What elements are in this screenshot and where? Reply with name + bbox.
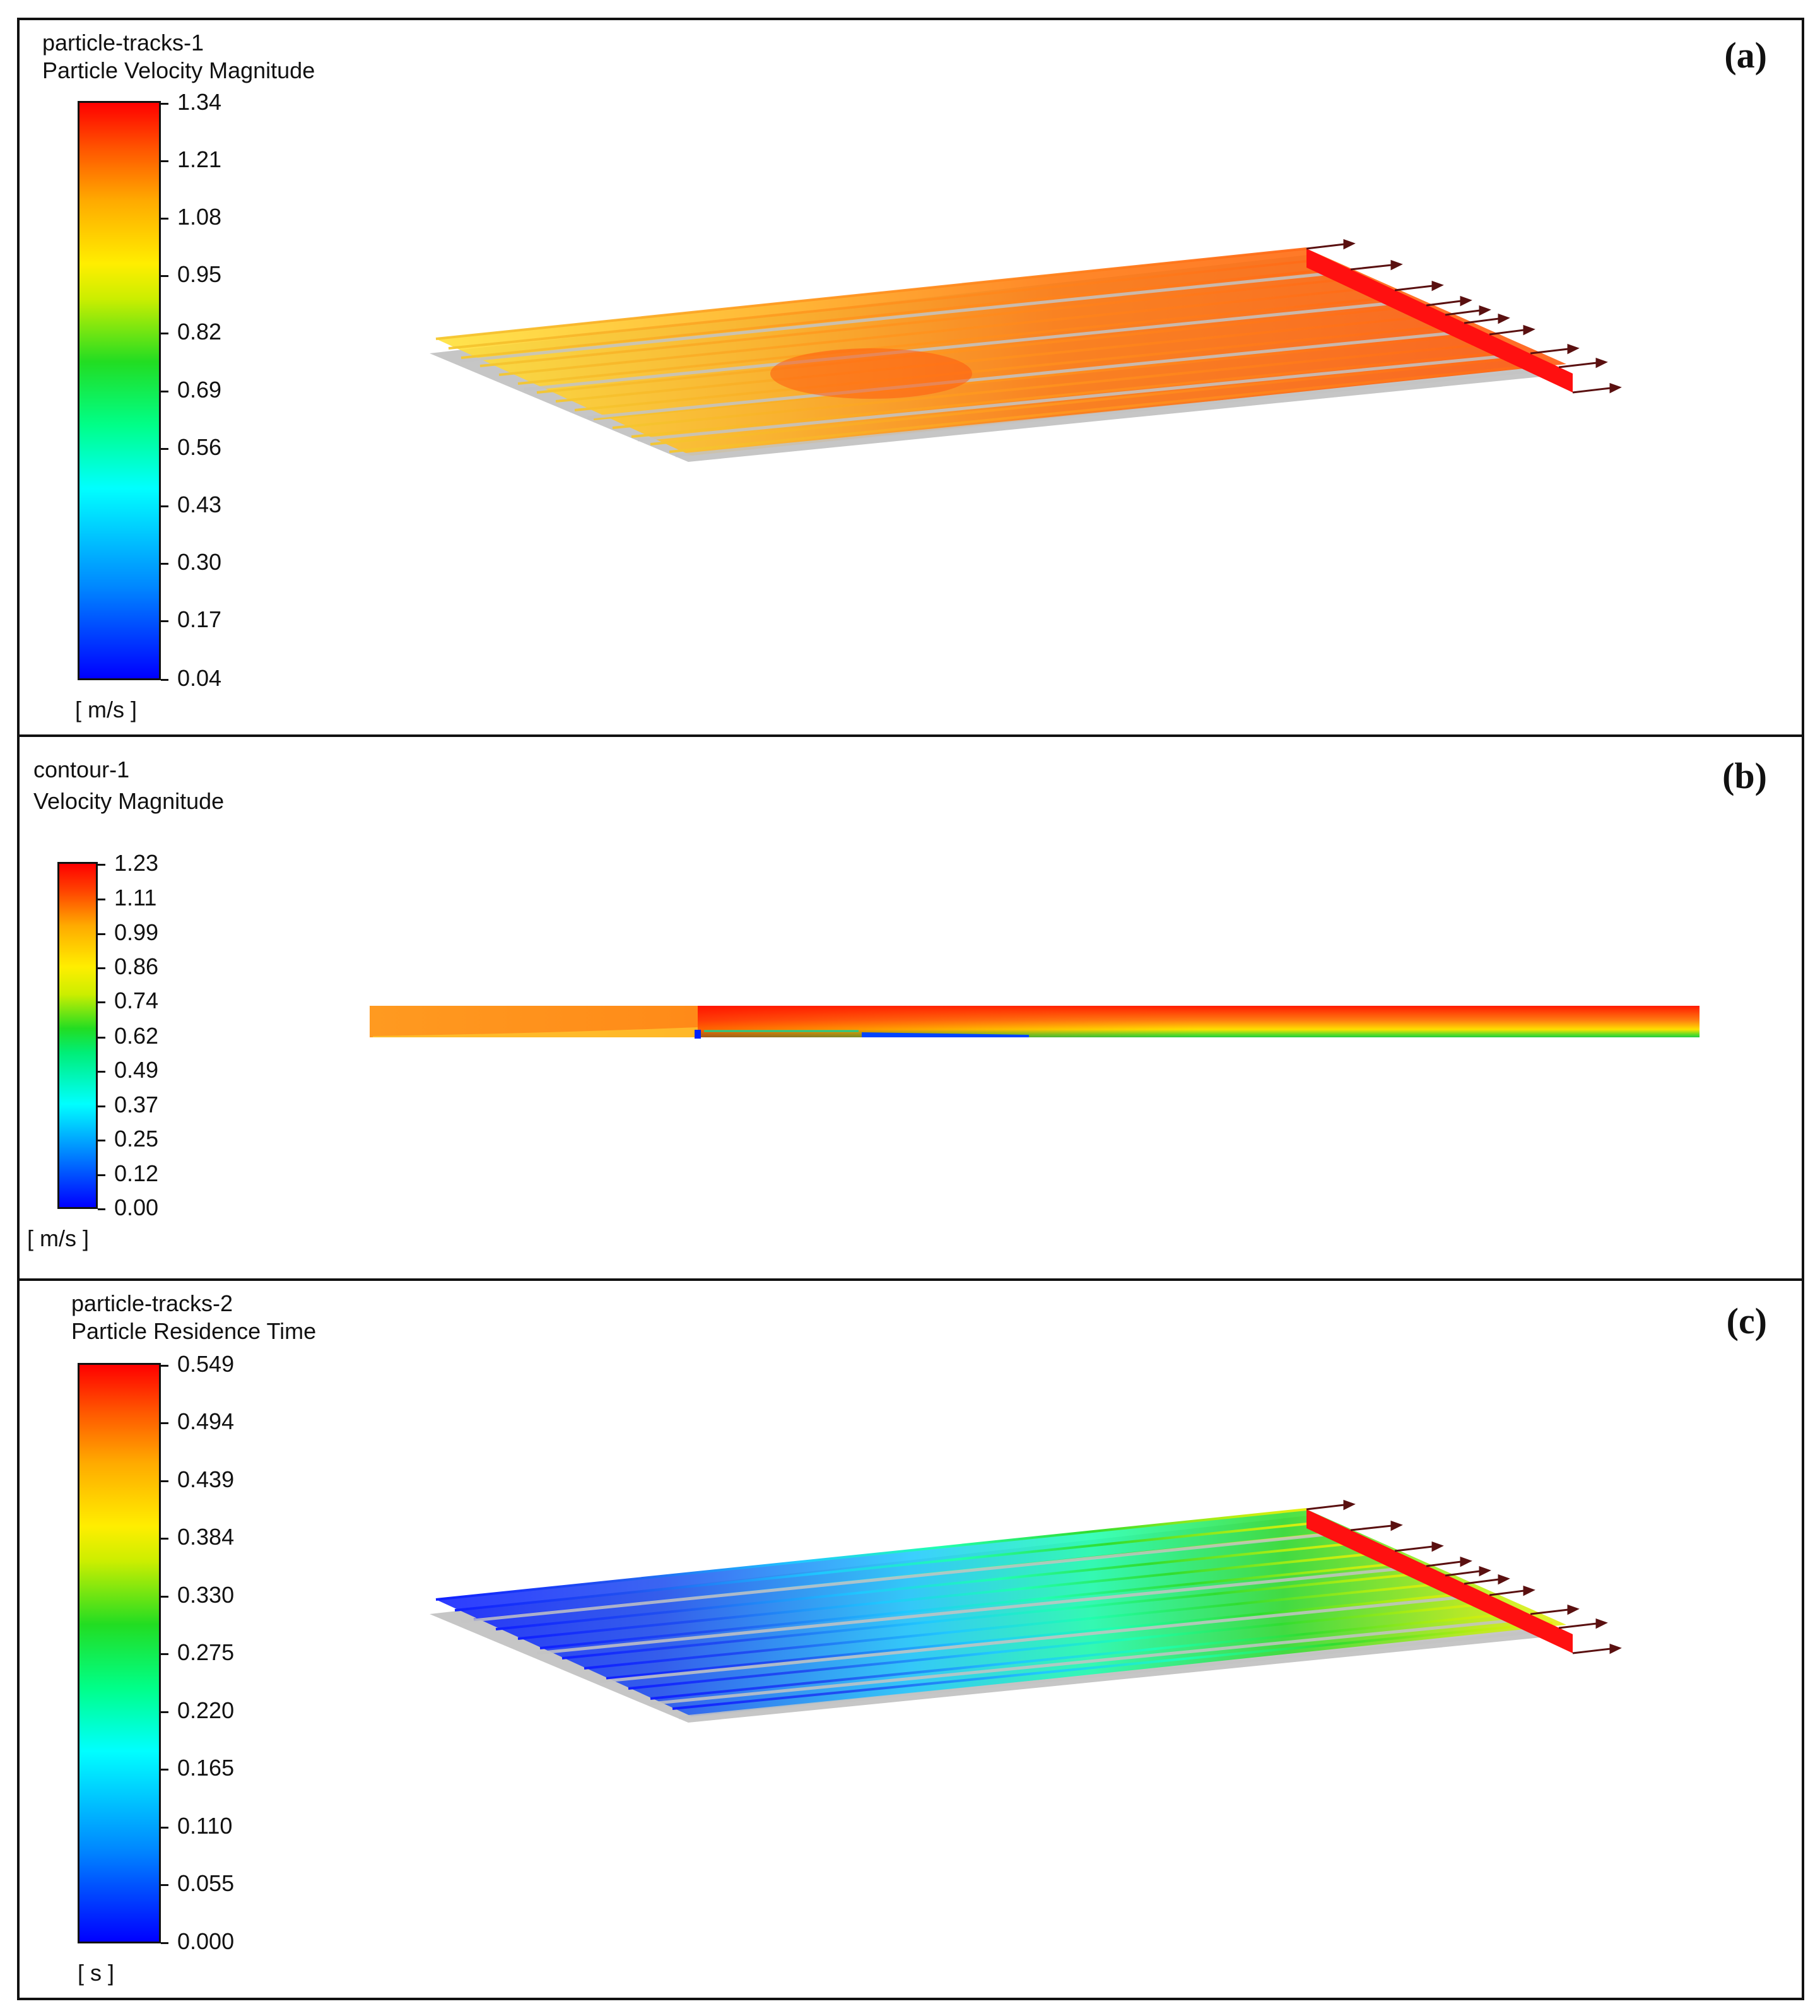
panel-b: contour-1 Velocity Magnitude (b) 1.23 1.… bbox=[17, 734, 1804, 1281]
panel-a-tick: 0.56 bbox=[161, 434, 221, 461]
panel-b-tick: 0.37 bbox=[98, 1092, 158, 1118]
panel-a-grey-track-lines bbox=[461, 271, 1559, 457]
panel-a-tick: 1.08 bbox=[161, 204, 221, 230]
panel-b-object-name: contour-1 bbox=[33, 757, 130, 782]
panel-c-tick: 0.110 bbox=[161, 1813, 232, 1839]
panel-b-tick: 0.49 bbox=[98, 1057, 158, 1083]
panel-b-low-velocity-zone bbox=[862, 1032, 1029, 1037]
panel-c-tick: 0.000 bbox=[161, 1928, 234, 1955]
panel-b-tick: 0.62 bbox=[98, 1023, 158, 1049]
panel-a-particle-tracks-scene bbox=[430, 239, 1622, 462]
panel-a-fast-region bbox=[770, 348, 972, 399]
panel-a-outlet-arrows bbox=[1306, 239, 1622, 394]
panel-c-tick: 0.275 bbox=[161, 1639, 234, 1666]
panel-b-tick: 1.11 bbox=[98, 885, 156, 911]
panel-a-unit: [ m/s ] bbox=[75, 697, 137, 722]
panel-b-tick: 0.86 bbox=[98, 953, 158, 980]
panel-a-tick: 0.69 bbox=[161, 377, 221, 403]
panel-a-object-name: particle-tracks-1 bbox=[42, 30, 204, 56]
panel-c-track-bundle bbox=[436, 1509, 1566, 1716]
panel-c-outlet-arrows bbox=[1306, 1499, 1622, 1654]
panel-c-tick: 0.055 bbox=[161, 1870, 234, 1897]
panel-c-quantity-name: Particle Residence Time bbox=[71, 1318, 317, 1344]
panel-a-tick: 1.34 bbox=[161, 89, 221, 115]
panel-c-particle-tracks-scene bbox=[430, 1499, 1622, 1723]
panel-b-tick: 0.25 bbox=[98, 1126, 158, 1152]
panel-a-tick: 0.04 bbox=[161, 665, 221, 692]
panel-a-label: (a) bbox=[1724, 35, 1767, 76]
panel-a-tick: 0.17 bbox=[161, 606, 221, 633]
panel-a-track-lines bbox=[435, 247, 1553, 453]
panel-a: particle-tracks-1 Particle Velocity Magn… bbox=[17, 18, 1804, 737]
panel-a-tick: 0.82 bbox=[161, 319, 221, 345]
panel-c-tick: 0.384 bbox=[161, 1524, 234, 1550]
panel-c-tick: 0.220 bbox=[161, 1697, 234, 1724]
panel-c-tick: 0.330 bbox=[161, 1582, 234, 1608]
panel-b-quantity-name: Velocity Magnitude bbox=[33, 788, 225, 814]
panel-a-tick: 1.21 bbox=[161, 146, 221, 173]
panel-b-contour-scene bbox=[370, 1006, 1700, 1039]
panel-b-tick: 1.23 bbox=[98, 850, 158, 876]
panel-c-object-name: particle-tracks-2 bbox=[71, 1290, 233, 1316]
panel-a-tick: 0.43 bbox=[161, 492, 221, 518]
panel-c-unit: [ s ] bbox=[78, 1960, 115, 1986]
panel-b-tick: 0.00 bbox=[98, 1194, 158, 1221]
panel-a-tick: 0.95 bbox=[161, 261, 221, 288]
panel-c-grey-track-lines bbox=[461, 1531, 1563, 1719]
panel-b-label: (b) bbox=[1722, 755, 1767, 796]
panel-b-tick: 0.74 bbox=[98, 987, 158, 1014]
panel-c-colorbar bbox=[78, 1363, 161, 1943]
panel-b-tick: 0.12 bbox=[98, 1160, 158, 1187]
panel-a-quantity-name: Particle Velocity Magnitude bbox=[42, 57, 315, 83]
panel-b-unit: [ m/s ] bbox=[27, 1225, 89, 1251]
panel-a-tick: 0.30 bbox=[161, 549, 221, 575]
panel-a-outlet-face bbox=[1306, 249, 1573, 392]
panel-c-tick: 0.494 bbox=[161, 1408, 234, 1435]
panel-c-outlet-face bbox=[1306, 1509, 1573, 1653]
panel-c-tick: 0.549 bbox=[161, 1351, 234, 1377]
panel-c-label: (c) bbox=[1726, 1300, 1767, 1341]
panel-b-tick: 0.99 bbox=[98, 919, 158, 946]
panel-b-colorbar bbox=[57, 862, 98, 1209]
panel-a-colorbar bbox=[78, 101, 161, 680]
panel-c-tick: 0.165 bbox=[161, 1755, 234, 1781]
panel-c: particle-tracks-2 Particle Residence Tim… bbox=[17, 1278, 1804, 2000]
panel-c-tick: 0.439 bbox=[161, 1466, 234, 1493]
panel-b-low-velocity-step bbox=[695, 1030, 701, 1039]
